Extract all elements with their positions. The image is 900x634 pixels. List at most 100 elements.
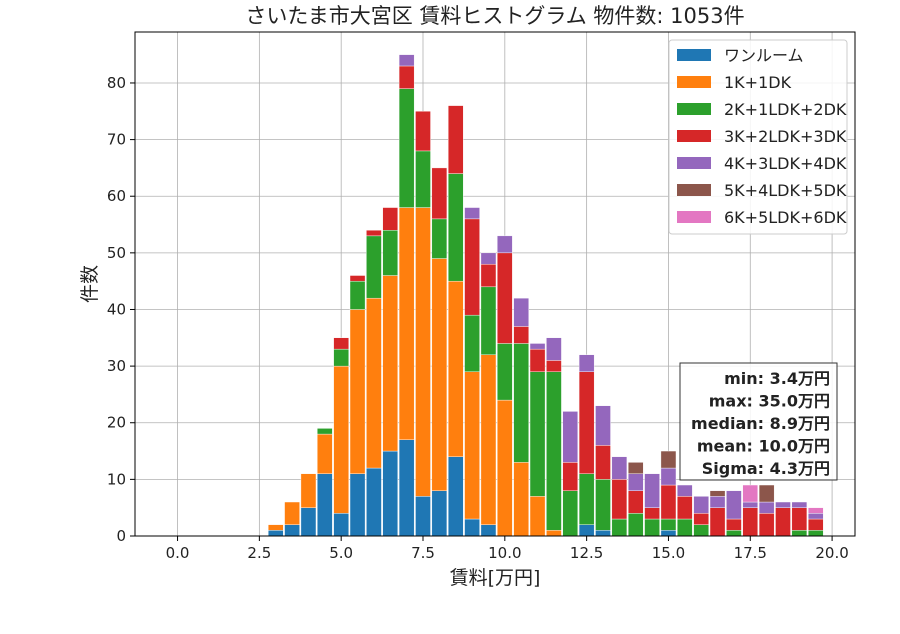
bar-segment: [709, 490, 726, 497]
stats-box: min: 3.4万円 max: 35.0万円 median: 8.9万円 mean: …: [679, 362, 838, 481]
y-tick-label: 80: [107, 74, 126, 92]
stats-line: mean: 10.0万円: [697, 437, 830, 456]
bar-segment: [742, 501, 759, 508]
legend-swatch: [677, 130, 711, 142]
bar-segment: [497, 399, 513, 537]
legend-swatch: [677, 76, 711, 88]
bar-segment: [791, 530, 808, 537]
bar-segment: [513, 326, 529, 344]
legend-swatch: [677, 211, 711, 223]
legend: ワンルーム 1K+1DK 2K+1LDK+2DK 3K+2LDK+3DK 4K+3LDK…: [668, 39, 848, 235]
legend-label: 2K+1LDK+2DK: [724, 100, 847, 119]
bar-segment: [513, 297, 529, 327]
bar-segment: [497, 252, 513, 344]
y-tick-label: 50: [107, 244, 126, 262]
bar-segment: [578, 354, 595, 372]
bar-segment: [775, 501, 791, 508]
bar-segment: [431, 167, 448, 220]
x-tick-label: 7.5: [411, 544, 435, 562]
bar-segment: [398, 207, 415, 440]
bar-segment: [758, 484, 775, 503]
bar-segment: [284, 501, 300, 525]
bar-segment: [611, 518, 628, 537]
x-tick-label: 5.0: [329, 544, 353, 562]
bar-segment: [677, 496, 693, 520]
x-tick-label: 0.0: [166, 544, 190, 562]
bar-segment: [448, 280, 464, 457]
bar-segment: [562, 411, 579, 463]
bar-segment: [660, 530, 677, 537]
bar-segment: [529, 496, 546, 537]
y-tick-label: 20: [107, 414, 126, 432]
x-tick-label: 10.0: [488, 544, 521, 562]
bar-segment: [791, 507, 808, 531]
bar-segment: [628, 513, 644, 537]
bar-segment: [431, 218, 448, 259]
bar-segment: [464, 218, 480, 316]
bar-segment: [677, 518, 693, 537]
legend-label: 4K+3LDK+4DK: [724, 154, 847, 173]
bar-segment: [595, 530, 611, 537]
bar-segment: [415, 111, 431, 152]
bar-segment: [529, 371, 546, 497]
x-tick-label: 17.5: [734, 544, 767, 562]
legend-label: ワンルーム: [724, 46, 804, 65]
bar-segment: [578, 524, 595, 537]
bar-segment: [644, 518, 660, 537]
bar-segment: [415, 207, 431, 497]
bar-segment: [578, 371, 595, 474]
bar-segment: [480, 524, 497, 537]
bar-segment: [398, 54, 415, 67]
y-tick-label: 60: [107, 187, 126, 205]
bar-segment: [480, 286, 497, 355]
bar-segment: [726, 490, 742, 520]
bar-segment: [349, 473, 366, 537]
bar-segment: [726, 530, 742, 537]
y-tick-label: 30: [107, 357, 126, 375]
legend-swatch: [677, 103, 711, 115]
bar-segment: [546, 371, 562, 531]
bar-segment: [448, 105, 464, 174]
bar-segment: [546, 530, 562, 537]
bar-segment: [693, 496, 709, 514]
bar-segment: [628, 462, 644, 474]
bar-segment: [448, 173, 464, 282]
legend-label: 6K+5LDK+6DK: [724, 208, 847, 227]
bar-segment: [480, 252, 497, 265]
bar-segment: [366, 467, 382, 537]
bar-segment: [497, 235, 513, 254]
bar-segment: [415, 150, 431, 208]
bar-segment: [693, 513, 709, 525]
bar-segment: [333, 365, 349, 514]
bar-segment: [709, 507, 726, 537]
bar-segment: [808, 530, 824, 537]
bar-segment: [742, 507, 759, 537]
bar-segment: [595, 405, 611, 446]
legend-label: 3K+2LDK+3DK: [724, 127, 847, 146]
bar-segment: [497, 343, 513, 401]
bar-segment: [693, 524, 709, 537]
bar-segment: [464, 518, 480, 537]
bar-segment: [742, 484, 759, 503]
bar-segment: [758, 513, 775, 537]
bar-segment: [562, 490, 579, 537]
bar-segment: [660, 467, 677, 486]
legend-label: 5K+4LDK+5DK: [724, 181, 847, 200]
bar-segment: [268, 530, 284, 537]
x-tick-label: 15.0: [652, 544, 685, 562]
bar-segment: [382, 230, 398, 276]
bar-segment: [317, 473, 333, 537]
stats-box-background: [679, 362, 838, 481]
bar-segment: [578, 473, 595, 525]
bar-segment: [595, 479, 611, 531]
legend-box: [668, 39, 848, 235]
stats-line: median: 8.9万円: [691, 414, 830, 433]
stats-line: min: 3.4万円: [724, 369, 830, 388]
chart-title: さいたま市大宮区 賃料ヒストグラム 物件数: 1053件: [245, 4, 744, 28]
bar-segment: [628, 473, 644, 491]
legend-swatch: [677, 184, 711, 196]
legend-swatch: [677, 49, 711, 61]
bar-segment: [464, 371, 480, 520]
bar-segment: [349, 275, 366, 282]
